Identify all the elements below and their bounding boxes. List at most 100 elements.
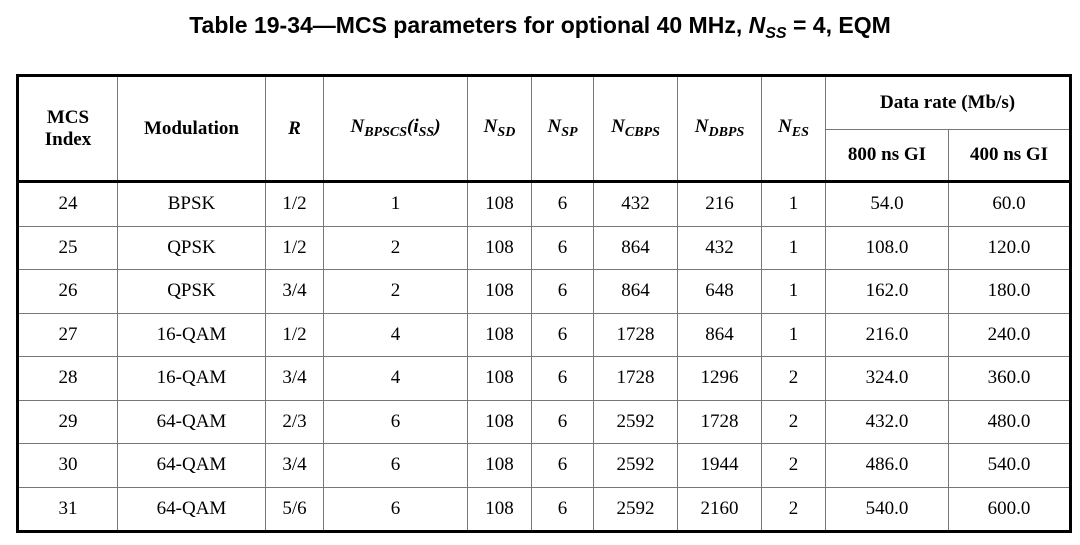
header-mcs-index: MCS Index <box>17 75 118 183</box>
cell-mcs-index: 28 <box>17 356 118 401</box>
cell-rate-400ns: 360.0 <box>947 356 1072 401</box>
cell-ncbps: 2592 <box>593 443 678 488</box>
header-nsd: NSD <box>467 75 532 183</box>
cell-rate-800ns: 54.0 <box>825 181 949 227</box>
cell-ncbps: 864 <box>593 269 678 314</box>
cell-mcs-index: 31 <box>17 486 118 532</box>
title-prefix: Table 19-34—MCS parameters for optional … <box>189 12 749 38</box>
cell-nsp: 6 <box>531 225 594 270</box>
title-sub: SS <box>765 25 787 42</box>
cell-rate-800ns: 540.0 <box>825 486 949 532</box>
cell-nsd: 108 <box>467 443 532 488</box>
cell-nbpscs: 1 <box>323 181 468 227</box>
cell-r: 3/4 <box>265 356 324 401</box>
cell-rate-400ns: 600.0 <box>947 486 1072 532</box>
cell-r: 3/4 <box>265 443 324 488</box>
cell-modulation: 16-QAM <box>117 312 266 357</box>
cell-nbpscs: 6 <box>323 486 468 532</box>
cell-nbpscs: 4 <box>323 312 468 357</box>
cell-ndbps: 432 <box>677 225 762 270</box>
table-row: 28 16-QAM 3/4 4 108 6 1728 1296 2 324.0 360.0 <box>17 356 1072 401</box>
cell-nsd: 108 <box>467 399 532 444</box>
header-800ns-gi: 800 ns GI <box>825 129 949 183</box>
table-row: 30 64-QAM 3/4 6 108 6 2592 1944 2 486.0 540.0 <box>17 443 1072 488</box>
cell-r: 1/2 <box>265 225 324 270</box>
header-ncbps: NCBPS <box>593 75 678 183</box>
cell-ndbps: 1296 <box>677 356 762 401</box>
cell-nsd: 108 <box>467 312 532 357</box>
table-row: 26 QPSK 3/4 2 108 6 864 648 1 162.0 180.0 <box>17 269 1072 314</box>
cell-ncbps: 432 <box>593 181 678 227</box>
table-title: Table 19-34—MCS parameters for optional … <box>0 12 1080 43</box>
cell-r: 1/2 <box>265 181 324 227</box>
table-row: 27 16-QAM 1/2 4 108 6 1728 864 1 216.0 240.0 <box>17 312 1072 357</box>
cell-nes: 1 <box>761 225 826 270</box>
cell-rate-400ns: 180.0 <box>947 269 1072 314</box>
cell-nsd: 108 <box>467 356 532 401</box>
cell-modulation: QPSK <box>117 269 266 314</box>
cell-modulation: 64-QAM <box>117 443 266 488</box>
table-row: 24 BPSK 1/2 1 108 6 432 216 1 54.0 60.0 <box>17 181 1072 227</box>
cell-nsp: 6 <box>531 269 594 314</box>
cell-nbpscs: 4 <box>323 356 468 401</box>
cell-mcs-index: 25 <box>17 225 118 270</box>
cell-nsp: 6 <box>531 443 594 488</box>
cell-mcs-index: 27 <box>17 312 118 357</box>
header-ndbps: NDBPS <box>677 75 762 183</box>
header-modulation: Modulation <box>117 75 266 183</box>
cell-modulation: 64-QAM <box>117 486 266 532</box>
table-row: 25 QPSK 1/2 2 108 6 864 432 1 108.0 120.0 <box>17 225 1072 270</box>
cell-ndbps: 648 <box>677 269 762 314</box>
cell-nsp: 6 <box>531 181 594 227</box>
cell-r: 2/3 <box>265 399 324 444</box>
cell-mcs-index: 29 <box>17 399 118 444</box>
cell-rate-400ns: 240.0 <box>947 312 1072 357</box>
mcs-parameters-table: MCS Index Modulation R NBPSCS(iSS) NSD NS… <box>16 74 1073 533</box>
cell-modulation: QPSK <box>117 225 266 270</box>
cell-ndbps: 1944 <box>677 443 762 488</box>
title-n: N <box>748 12 766 38</box>
header-r: R <box>265 75 324 183</box>
cell-ndbps: 864 <box>677 312 762 357</box>
cell-rate-400ns: 540.0 <box>947 443 1072 488</box>
cell-nes: 2 <box>761 399 826 444</box>
cell-mcs-index: 26 <box>17 269 118 314</box>
cell-nbpscs: 2 <box>323 225 468 270</box>
cell-rate-800ns: 432.0 <box>825 399 949 444</box>
title-suffix: = 4, EQM <box>786 12 891 38</box>
cell-nsp: 6 <box>531 356 594 401</box>
header-400ns-gi: 400 ns GI <box>947 129 1072 183</box>
cell-mcs-index: 24 <box>17 181 118 227</box>
header-data-rate: Data rate (Mb/s) <box>824 75 1072 130</box>
cell-nes: 2 <box>761 443 826 488</box>
header-nsp: NSP <box>531 75 594 183</box>
table-row: 29 64-QAM 2/3 6 108 6 2592 1728 2 432.0 480.0 <box>17 399 1072 444</box>
cell-nbpscs: 6 <box>323 443 468 488</box>
cell-nsp: 6 <box>531 399 594 444</box>
cell-nsd: 108 <box>467 225 532 270</box>
cell-rate-800ns: 324.0 <box>825 356 949 401</box>
cell-r: 1/2 <box>265 312 324 357</box>
cell-nsp: 6 <box>531 312 594 357</box>
cell-r: 3/4 <box>265 269 324 314</box>
cell-nes: 1 <box>761 269 826 314</box>
cell-rate-800ns: 162.0 <box>825 269 949 314</box>
cell-ndbps: 2160 <box>677 486 762 532</box>
table-body: 24 BPSK 1/2 1 108 6 432 216 1 54.0 60.0 25 QPSK 1/2 2 1… <box>17 181 1072 532</box>
cell-nbpscs: 2 <box>323 269 468 314</box>
cell-nsd: 108 <box>467 269 532 314</box>
cell-nsd: 108 <box>467 486 532 532</box>
cell-modulation: 16-QAM <box>117 356 266 401</box>
cell-nbpscs: 6 <box>323 399 468 444</box>
cell-modulation: BPSK <box>117 181 266 227</box>
cell-nsd: 108 <box>467 181 532 227</box>
cell-ncbps: 1728 <box>593 312 678 357</box>
cell-modulation: 64-QAM <box>117 399 266 444</box>
header-nbpscs: NBPSCS(iSS) <box>323 75 468 183</box>
cell-ndbps: 216 <box>677 181 762 227</box>
cell-rate-400ns: 480.0 <box>947 399 1072 444</box>
cell-ndbps: 1728 <box>677 399 762 444</box>
cell-r: 5/6 <box>265 486 324 532</box>
cell-nes: 1 <box>761 312 826 357</box>
cell-nes: 2 <box>761 356 826 401</box>
